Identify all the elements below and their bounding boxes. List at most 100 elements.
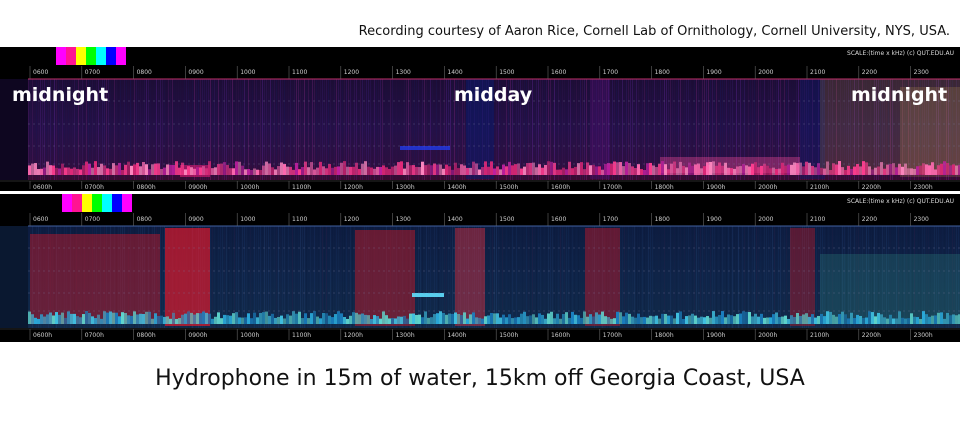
- spectrogram-band: [919, 165, 922, 175]
- spectrogram-streak: [588, 79, 589, 180]
- spectrogram-streak: [888, 79, 889, 180]
- spectrogram-band: [97, 314, 100, 324]
- spectrogram-streak: [148, 226, 149, 328]
- spectrogram-band: [814, 167, 817, 175]
- spectrogram-band: [550, 311, 553, 324]
- spectrogram-streak: [518, 79, 519, 180]
- spectrogram-band: [115, 165, 118, 175]
- spectrogram-band: [139, 313, 142, 324]
- spectrogram-streak: [788, 79, 789, 180]
- spectrogram-band: [103, 311, 106, 324]
- spectrogram-band: [892, 318, 895, 324]
- spectrogram-streak: [532, 226, 533, 328]
- spectrogram-streak: [446, 79, 447, 180]
- spectrogram-band: [28, 165, 31, 175]
- spectrogram-streak: [790, 226, 791, 328]
- spectrogram-band: [742, 163, 745, 175]
- spectrogram-streak: [800, 226, 801, 328]
- spectrogram-band: [271, 167, 274, 175]
- spectrogram-band: [46, 314, 49, 324]
- spectrogram-band: [628, 313, 631, 324]
- spectrogram-streak: [574, 79, 575, 180]
- spectrogram-band: [424, 311, 427, 324]
- spectrogram-streak: [432, 226, 433, 328]
- spectrogram-streak: [674, 79, 675, 180]
- spectrogram-streak: [488, 226, 489, 328]
- spectrogram-streak: [418, 226, 419, 328]
- tick-label: 2300: [914, 216, 929, 223]
- spectrogram-streak: [642, 226, 643, 328]
- spectrogram-band: [412, 313, 415, 324]
- spectrogram-streak: [128, 226, 129, 328]
- spectrogram-band: [88, 312, 91, 324]
- spectrogram-band: [37, 318, 40, 324]
- spectrogram-band: [322, 166, 325, 175]
- spectrogram-streak: [228, 79, 229, 180]
- spectrogram-streak: [824, 79, 825, 180]
- spectrogram-streak: [924, 226, 925, 328]
- spectrogram-streak: [552, 226, 553, 328]
- spectrogram-streak: [198, 79, 199, 180]
- spectrogram-streak: [514, 79, 515, 180]
- spectrogram-band: [886, 318, 889, 324]
- spectrogram-streak: [670, 79, 671, 180]
- spectrogram-band: [193, 168, 196, 175]
- spectrogram-streak: [468, 226, 469, 328]
- spectrogram-streak: [784, 79, 785, 180]
- spectrogram-band: [826, 311, 829, 324]
- spectrogram-streak: [846, 226, 847, 328]
- spectrogram-streak: [766, 226, 767, 328]
- legend-swatch: [122, 194, 132, 212]
- spectrogram-streak: [680, 79, 681, 180]
- spectrogram-streak: [816, 226, 817, 328]
- spectrogram-band: [448, 166, 451, 175]
- tick-label: 1100h: [292, 184, 311, 191]
- spectrogram-band: [328, 164, 331, 175]
- spectrogram-band: [616, 311, 619, 324]
- spectrogram-streak: [668, 226, 669, 328]
- spectrogram-band: [64, 167, 67, 175]
- spectrogram-band: [250, 318, 253, 324]
- spectrogram-band: [604, 163, 607, 175]
- spectrogram-streak: [102, 79, 103, 180]
- spectrogram-streak: [256, 79, 257, 180]
- spectrogram-streak: [520, 226, 521, 328]
- spectrogram-band: [907, 318, 910, 324]
- spectrogram-band: [847, 165, 850, 175]
- spectrogram-band: [364, 314, 367, 324]
- spectrogram-band: [943, 318, 946, 324]
- spectrogram-streak: [130, 226, 131, 328]
- spectrogram-band: [724, 162, 727, 175]
- spectrogram-streak: [794, 226, 795, 328]
- tick-label: 0600: [33, 69, 48, 76]
- spectrogram-streak: [680, 226, 681, 328]
- spectrogram-streak: [122, 79, 123, 180]
- tick-label: 1500: [499, 69, 514, 76]
- spectrogram-streak: [110, 79, 111, 180]
- spectrogram-band: [187, 166, 190, 175]
- spectrogram-band: [421, 317, 424, 324]
- spectrogram-band: [589, 165, 592, 175]
- spectrogram-band: [226, 315, 229, 324]
- spectrogram-streak: [850, 79, 851, 180]
- spectrogram-band: [559, 169, 562, 175]
- tick-label: 1400: [447, 69, 462, 76]
- overlay-midday: midday: [454, 84, 533, 106]
- spectrogram-streak: [144, 79, 145, 180]
- spectrogram-streak: [268, 226, 269, 328]
- spectrogram-band: [670, 163, 673, 175]
- caption: Hydrophone in 15m of water, 15km off Geo…: [155, 366, 805, 391]
- spectrogram-streak: [742, 79, 743, 180]
- spectrogram-band: [310, 313, 313, 324]
- spectrogram-streak: [278, 226, 279, 328]
- spectrogram-band: [838, 314, 841, 324]
- spectrogram-band: [649, 162, 652, 175]
- spectrogram-band: [145, 164, 148, 175]
- spectrogram-streak: [662, 79, 663, 180]
- spectrogram-streak: [584, 79, 585, 180]
- spectrogram-band: [865, 317, 868, 324]
- spectrogram-streak: [120, 79, 121, 180]
- spectrogram-streak: [454, 226, 455, 328]
- spectrogram-band: [217, 312, 220, 324]
- spectrogram-band: [187, 311, 190, 324]
